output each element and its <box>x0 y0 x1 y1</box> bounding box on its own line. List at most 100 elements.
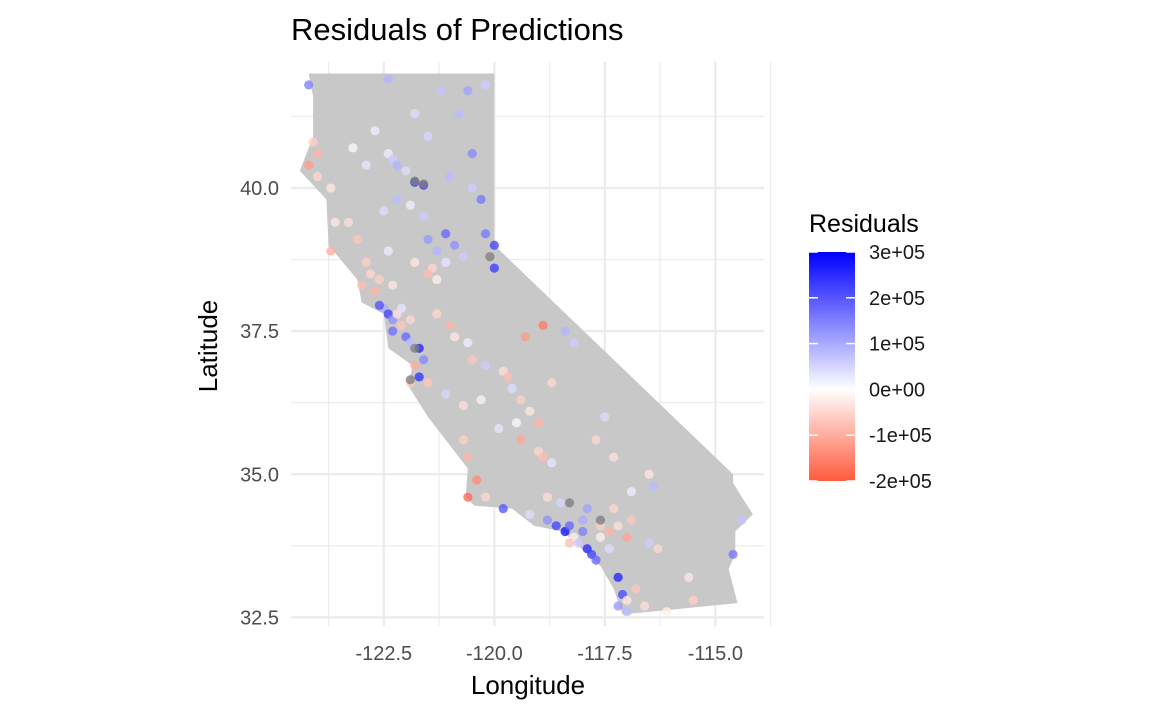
residual-point <box>419 211 429 222</box>
residual-point <box>352 234 362 245</box>
residual-point <box>463 452 473 462</box>
residual-point <box>480 492 491 502</box>
residual-point <box>365 269 376 279</box>
residual-point <box>392 160 402 170</box>
residual-point <box>480 80 491 90</box>
residual-point <box>312 149 323 159</box>
residual-point <box>419 355 429 365</box>
residual-point <box>388 280 398 290</box>
residual-point <box>370 126 380 136</box>
residual-point <box>520 332 530 342</box>
residual-point <box>600 412 610 422</box>
residual-point <box>613 521 623 531</box>
residual-point <box>525 509 535 519</box>
x-tick-label: -120.0 <box>466 643 523 665</box>
residual-point <box>432 274 442 285</box>
residual-point <box>312 171 323 182</box>
residual-point <box>498 504 508 514</box>
residual-point <box>410 343 420 353</box>
y-tick-label: 37.5 <box>240 321 279 343</box>
residual-point <box>405 375 415 385</box>
x-tick-label: -115.0 <box>688 643 743 665</box>
residual-point <box>441 229 451 239</box>
residual-point <box>432 246 442 256</box>
residual-point <box>423 234 433 245</box>
residual-point <box>326 246 336 256</box>
residual-point <box>441 389 451 399</box>
residual-point <box>410 108 420 119</box>
residual-point <box>489 240 499 250</box>
residual-point <box>423 131 433 142</box>
residual-point <box>604 544 614 554</box>
residual-point <box>644 469 654 479</box>
x-tick-label: -117.5 <box>577 643 632 665</box>
residual-point <box>485 252 495 262</box>
residual-point <box>640 601 650 611</box>
residual-point <box>507 383 517 393</box>
residual-point <box>304 80 314 90</box>
legend-label: 3e+05 <box>869 242 925 264</box>
residual-point <box>458 400 469 411</box>
residual-point <box>542 492 552 502</box>
x-tick-label: -122.5 <box>355 643 412 665</box>
residual-point <box>564 521 575 531</box>
residual-point <box>370 286 380 296</box>
residual-point <box>463 337 473 348</box>
residual-point <box>542 515 552 525</box>
residual-point <box>410 257 420 268</box>
residual-point <box>445 320 455 330</box>
legend-label: -1e+05 <box>869 425 932 447</box>
legend-colorbar <box>809 252 855 481</box>
residual-point <box>388 326 398 336</box>
residual-point <box>432 309 442 319</box>
residual-point <box>613 601 623 611</box>
residual-point <box>304 160 314 170</box>
residual-point <box>467 355 477 365</box>
residual-point <box>472 475 482 485</box>
residual-point <box>379 206 389 216</box>
residual-point <box>467 149 477 159</box>
residual-point <box>609 504 619 514</box>
residual-point <box>401 166 411 176</box>
residual-point <box>564 498 575 508</box>
residual-point <box>626 515 636 525</box>
y-tick-label: 32.5 <box>240 607 279 629</box>
y-tick-label: 35.0 <box>240 464 279 486</box>
residual-point <box>423 378 433 388</box>
residual-point <box>441 257 451 268</box>
residual-point <box>414 372 424 382</box>
residual-point <box>308 137 318 147</box>
residual-points <box>304 74 747 617</box>
residual-point <box>644 538 654 548</box>
residual-point <box>622 532 632 542</box>
x-axis-title: Longitude <box>471 670 585 700</box>
residual-point <box>595 532 606 542</box>
residual-point <box>449 332 460 342</box>
residual-point <box>622 607 632 617</box>
residual-point <box>728 549 738 560</box>
residual-point <box>361 160 371 170</box>
residual-point <box>449 240 460 250</box>
residual-point <box>578 526 588 537</box>
legend-ticks: 3e+05 2e+05 1e+05 0e+00 -1e+05 -2e+05 <box>809 242 932 493</box>
residual-point <box>489 263 499 273</box>
residual-point <box>480 229 491 239</box>
residual-point <box>383 246 393 256</box>
residual-point <box>551 521 561 531</box>
residual-point <box>516 395 526 405</box>
residual-point <box>463 492 473 502</box>
residual-point <box>737 515 747 525</box>
residual-point <box>343 217 354 227</box>
residual-point <box>556 498 566 508</box>
residual-point <box>626 486 636 497</box>
residual-point <box>591 555 601 565</box>
residual-point <box>591 435 601 445</box>
residual-point <box>405 315 415 325</box>
legend-title: Residuals <box>809 210 919 238</box>
residual-point <box>374 300 385 310</box>
legend-label: 1e+05 <box>869 334 925 356</box>
residual-point <box>511 418 522 428</box>
residual-point <box>684 572 694 582</box>
residual-point <box>357 280 367 290</box>
residual-point <box>445 171 455 182</box>
